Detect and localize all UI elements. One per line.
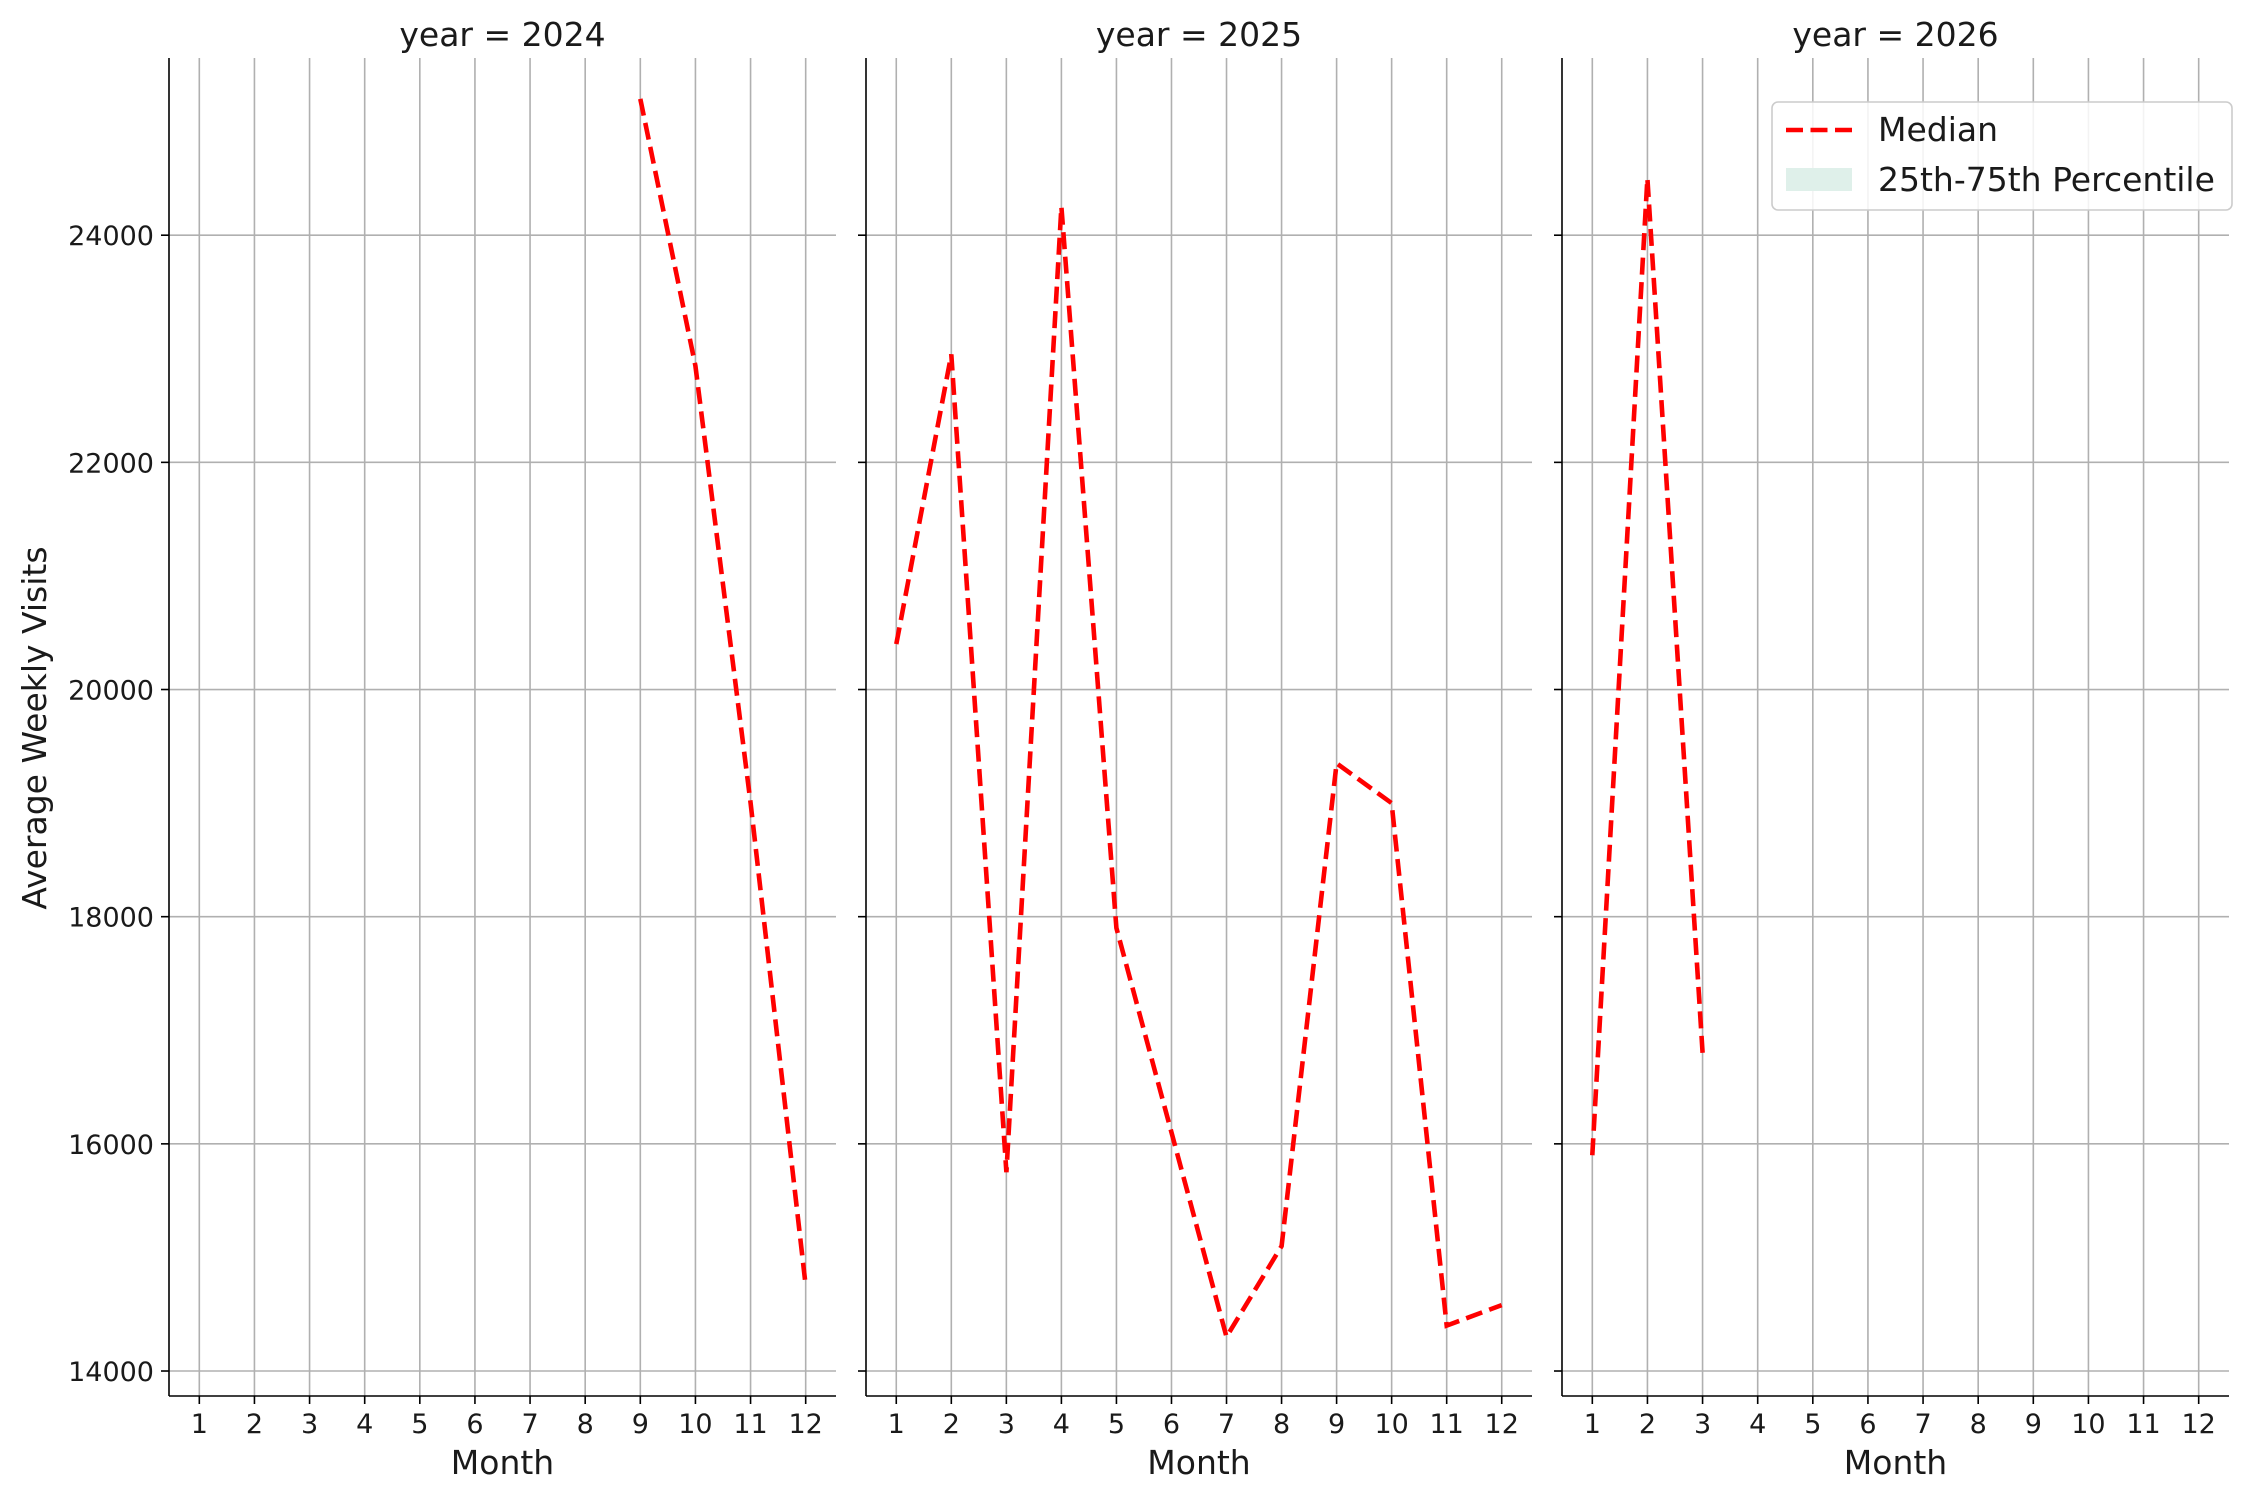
x-tick-label: 2 [1639, 1409, 1656, 1440]
x-tick-label: 1 [888, 1409, 905, 1440]
x-tick-label: 7 [521, 1409, 538, 1440]
x-tick-label: 8 [577, 1409, 594, 1440]
x-tick-label: 10 [678, 1409, 712, 1440]
x-tick-label: 9 [632, 1409, 649, 1440]
x-tick-label: 5 [1108, 1409, 1125, 1440]
x-tick-label: 3 [1694, 1409, 1711, 1440]
x-tick-label: 8 [1273, 1409, 1290, 1440]
x-tick-label: 11 [1430, 1409, 1464, 1440]
facet-title: year = 2025 [1096, 15, 1302, 54]
legend-percentile-swatch [1786, 168, 1852, 191]
x-tick-label: 4 [356, 1409, 373, 1440]
y-axis-title: Average Weekly Visits [15, 546, 54, 909]
x-tick-label: 11 [733, 1409, 767, 1440]
x-tick-label: 9 [2025, 1409, 2042, 1440]
x-tick-label: 6 [466, 1409, 483, 1440]
x-tick-label: 12 [789, 1409, 823, 1440]
x-tick-label: 1 [1584, 1409, 1601, 1440]
x-tick-label: 8 [1970, 1409, 1987, 1440]
x-tick-label: 3 [301, 1409, 318, 1440]
x-tick-label: 12 [2182, 1409, 2216, 1440]
y-tick-label: 20000 [68, 676, 154, 707]
y-tick-label: 14000 [68, 1357, 154, 1388]
facet-title: year = 2024 [399, 15, 605, 54]
y-tick-label: 24000 [68, 221, 154, 252]
x-tick-label: 9 [1328, 1409, 1345, 1440]
x-tick-label: 6 [1163, 1409, 1180, 1440]
x-tick-label: 7 [1218, 1409, 1235, 1440]
x-tick-label: 4 [1053, 1409, 1070, 1440]
median-series-line [894, 206, 1503, 1343]
y-tick-label: 18000 [68, 903, 154, 934]
legend-label-median: Median [1878, 110, 1998, 149]
x-tick-label: 4 [1749, 1409, 1766, 1440]
x-tick-label: 5 [411, 1409, 428, 1440]
x-tick-label: 2 [943, 1409, 960, 1440]
x-tick-label: 2 [246, 1409, 263, 1440]
x-tick-label: 3 [998, 1409, 1015, 1440]
median-series-line [1590, 178, 1705, 1156]
x-tick-label: 12 [1485, 1409, 1519, 1440]
x-tick-label: 1 [191, 1409, 208, 1440]
x-axis-title: Month [451, 1443, 554, 1482]
legend-label-percentile: 25th-75th Percentile [1878, 160, 2215, 199]
y-tick-label: 22000 [68, 448, 154, 479]
x-axis-title: Month [1147, 1443, 1250, 1482]
x-tick-label: 10 [2071, 1409, 2105, 1440]
x-tick-label: 5 [1804, 1409, 1821, 1440]
x-axis-title: Month [1844, 1443, 1947, 1482]
x-tick-label: 10 [1374, 1409, 1408, 1440]
x-tick-label: 7 [1914, 1409, 1931, 1440]
median-series-line [638, 98, 808, 1287]
x-tick-label: 6 [1859, 1409, 1876, 1440]
y-tick-label: 16000 [68, 1130, 154, 1161]
legend-box [1771, 101, 2233, 211]
facet-title: year = 2026 [1792, 15, 1998, 54]
x-tick-label: 11 [2126, 1409, 2160, 1440]
